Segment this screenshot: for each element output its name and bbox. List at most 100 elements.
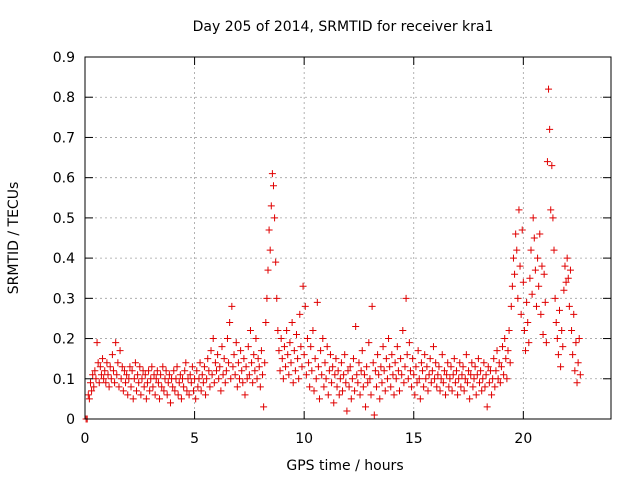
data-point <box>370 411 378 419</box>
data-point <box>575 335 583 343</box>
data-point <box>574 359 582 367</box>
data-point <box>570 310 578 318</box>
data-point <box>541 298 549 306</box>
data-point <box>113 371 121 379</box>
data-point <box>446 375 454 383</box>
data-point <box>413 379 421 387</box>
data-point <box>423 363 431 371</box>
data-point <box>150 371 158 379</box>
data-point <box>458 371 466 379</box>
data-point <box>369 359 377 367</box>
data-point <box>239 379 247 387</box>
data-point <box>546 125 554 133</box>
data-point <box>118 363 126 371</box>
data-point <box>461 375 469 383</box>
data-point <box>349 355 357 363</box>
data-point <box>478 387 486 395</box>
data-point <box>196 359 204 367</box>
data-point <box>116 347 124 355</box>
chart-title: Day 205 of 2014, SRMTID for receiver kra… <box>193 19 494 35</box>
data-point <box>566 266 574 274</box>
data-point <box>189 387 197 395</box>
x-tick-label: 5 <box>190 431 199 447</box>
data-point <box>462 351 470 359</box>
data-point <box>308 367 316 375</box>
data-point <box>218 343 226 351</box>
data-point <box>95 379 103 387</box>
data-point <box>246 327 254 335</box>
data-point <box>329 363 337 371</box>
data-point <box>443 371 451 379</box>
data-point <box>508 282 516 290</box>
data-point <box>552 318 560 326</box>
data-point <box>310 387 318 395</box>
data-point <box>266 246 274 254</box>
data-point <box>273 294 281 302</box>
data-point <box>120 367 128 375</box>
data-point <box>325 367 333 375</box>
data-point <box>416 395 424 403</box>
data-points-layer <box>82 85 584 423</box>
data-point <box>449 371 457 379</box>
data-point <box>170 367 178 375</box>
data-point <box>251 367 259 375</box>
data-point <box>130 375 138 383</box>
data-point <box>442 391 450 399</box>
data-point <box>414 347 422 355</box>
data-point <box>452 367 460 375</box>
data-point <box>248 359 256 367</box>
data-point <box>272 258 280 266</box>
data-point <box>143 379 151 387</box>
data-point <box>257 347 265 355</box>
data-point <box>282 363 290 371</box>
data-point <box>92 375 100 383</box>
data-point <box>534 254 542 262</box>
data-point <box>465 367 473 375</box>
data-point <box>497 363 505 371</box>
data-point <box>351 387 359 395</box>
data-point <box>103 359 111 367</box>
data-point <box>104 371 112 379</box>
data-point <box>529 214 537 222</box>
data-point <box>182 359 190 367</box>
data-point <box>531 266 539 274</box>
data-point <box>494 375 502 383</box>
data-point <box>492 367 500 375</box>
data-point <box>520 327 528 335</box>
data-point <box>467 371 475 379</box>
data-point <box>129 395 137 403</box>
data-point <box>360 371 368 379</box>
data-point <box>466 395 474 403</box>
data-point <box>385 335 393 343</box>
data-point <box>301 302 309 310</box>
y-tick-label: 0.7 <box>53 130 75 146</box>
data-point <box>457 383 465 391</box>
data-point <box>176 371 184 379</box>
data-point <box>436 387 444 395</box>
y-tick-label: 0 <box>66 412 75 428</box>
data-point <box>123 371 131 379</box>
data-point <box>107 375 115 383</box>
data-point <box>157 371 165 379</box>
data-point <box>330 399 338 407</box>
data-point <box>358 347 366 355</box>
data-point <box>343 407 351 415</box>
data-point <box>547 206 555 214</box>
data-point <box>550 246 558 254</box>
data-point <box>516 262 524 270</box>
y-tick-label: 0.5 <box>53 211 75 227</box>
data-point <box>514 294 522 302</box>
data-point <box>119 387 127 395</box>
data-point <box>518 226 526 234</box>
data-point <box>263 294 271 302</box>
data-point <box>181 367 189 375</box>
data-point <box>409 355 417 363</box>
data-point <box>192 395 200 403</box>
x-tick-label: 15 <box>405 431 423 447</box>
data-point <box>245 371 253 379</box>
data-point <box>422 375 430 383</box>
data-point <box>297 343 305 351</box>
data-point <box>513 246 521 254</box>
data-point <box>316 395 324 403</box>
data-point <box>496 379 504 387</box>
